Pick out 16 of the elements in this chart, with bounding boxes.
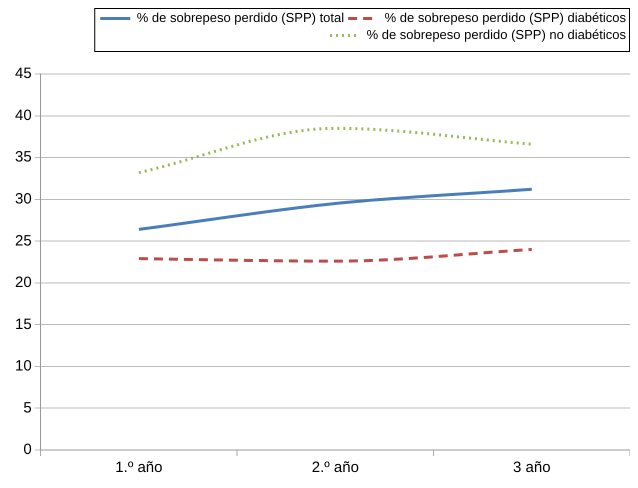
x-tick-label: 3 año	[513, 459, 551, 476]
y-tick-label: 35	[14, 148, 32, 166]
y-tick-label: 10	[14, 358, 32, 375]
y-tick-label: 0	[23, 441, 32, 458]
legend-label: % de sobrepeso perdido (SPP) no diabéticos	[366, 27, 626, 42]
y-tick-label: 25	[14, 232, 32, 250]
x-tick-label: 2.º año	[312, 459, 359, 476]
y-tick-label: 40	[14, 106, 32, 124]
x-tick-label: 1.º año	[115, 459, 162, 476]
y-tick-label: 5	[23, 399, 32, 416]
y-tick-label: 30	[14, 190, 32, 208]
legend-label: % de sobrepeso perdido (SPP) total	[136, 10, 344, 26]
legend-label: % de sobrepeso perdido (SPP) diabéticos	[384, 10, 626, 26]
y-tick-label: 45	[14, 65, 32, 82]
y-tick-label: 15	[14, 316, 32, 333]
y-tick-label: 20	[14, 274, 32, 292]
